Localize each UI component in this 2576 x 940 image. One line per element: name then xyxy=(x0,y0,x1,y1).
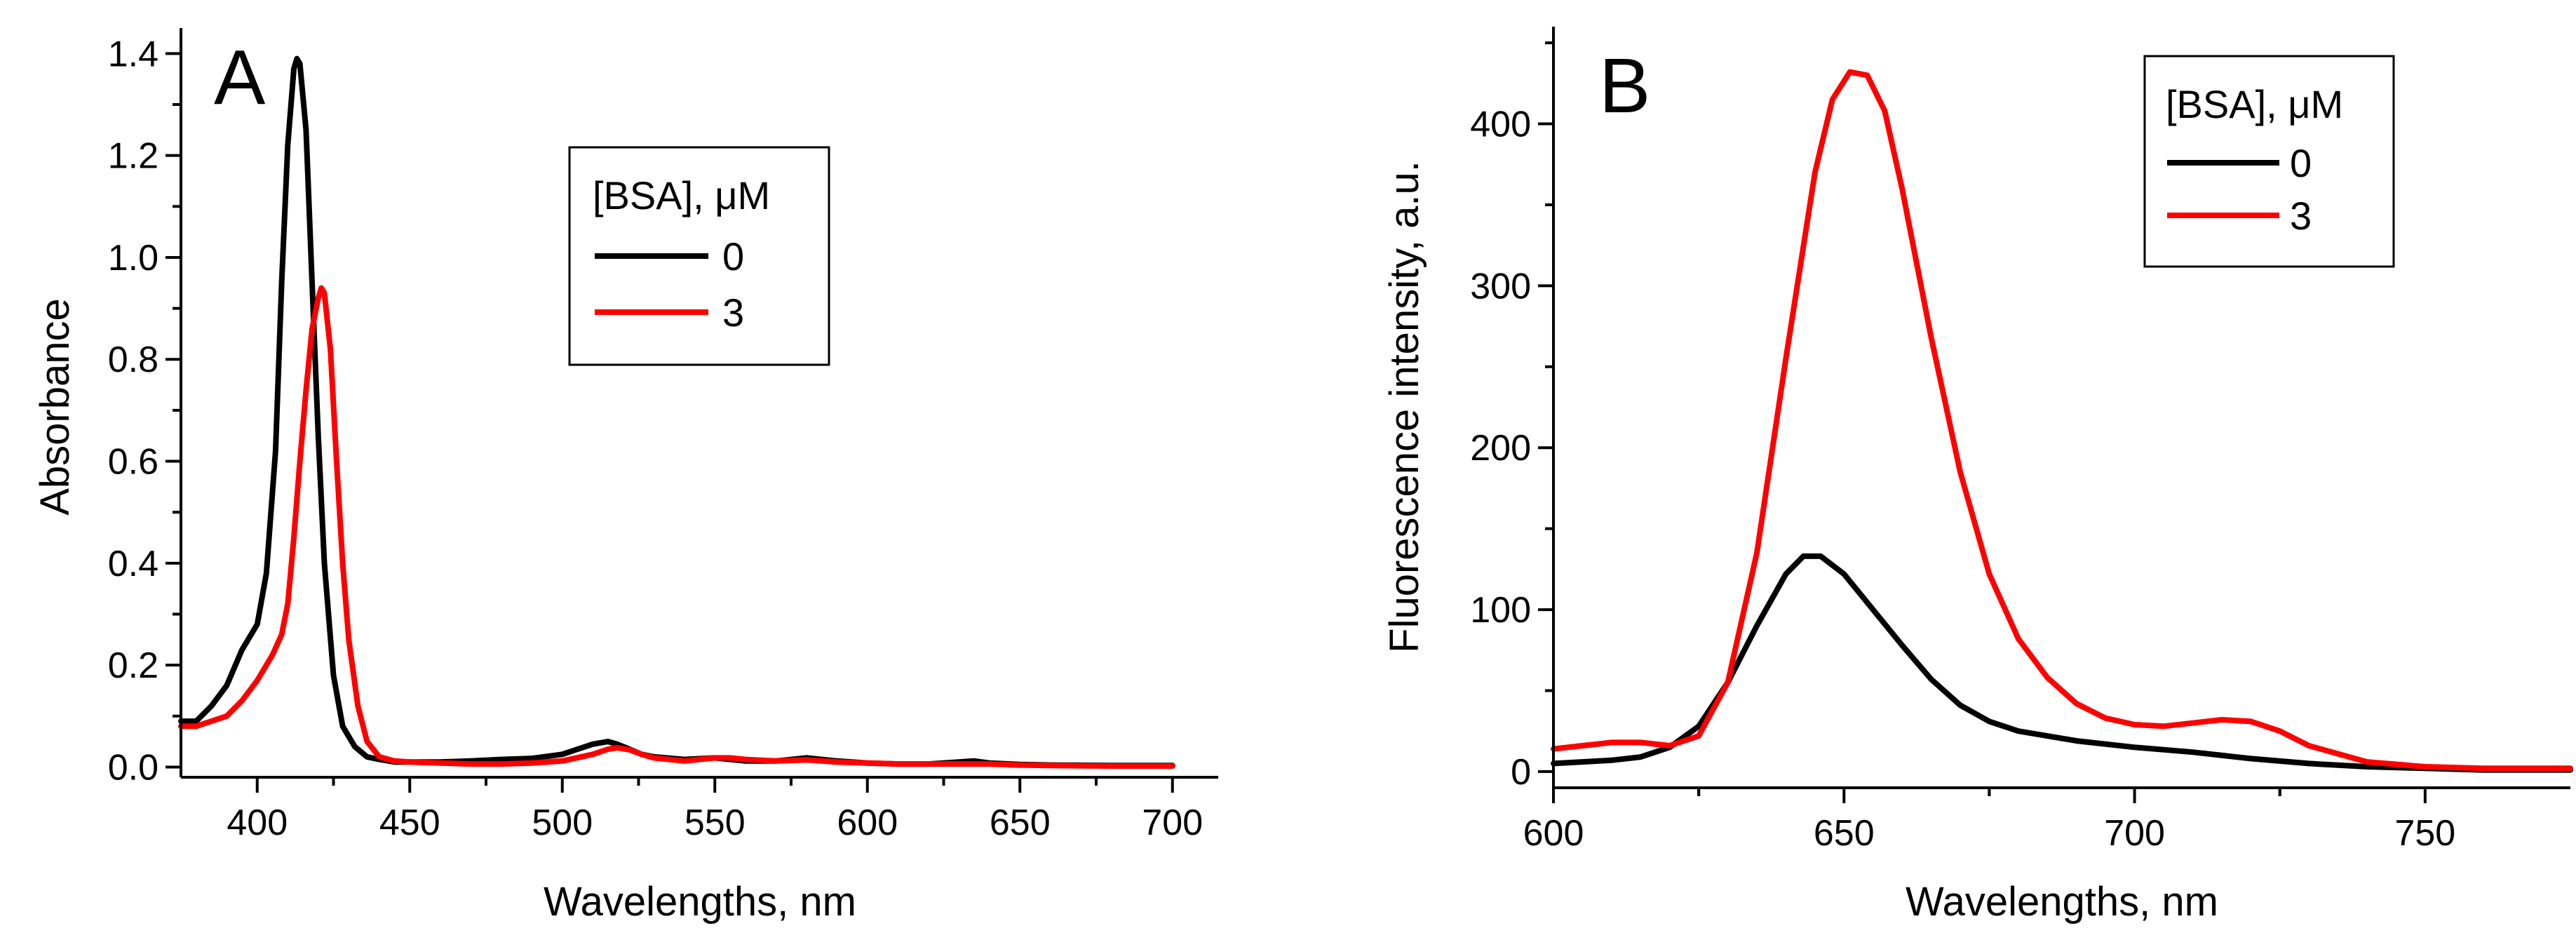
panel-b-legend-label-1: 3 xyxy=(2290,194,2312,238)
panel-a-x-tick-label: 700 xyxy=(1142,803,1203,843)
panel-a-x-axis-label: Wavelengths, nm xyxy=(544,879,856,925)
panel-b-axes xyxy=(1552,27,2570,789)
panel-a-chart: A 400 450 500 550 600 650 700 0.0 0.2 0.4 0.6 0.8 1… xyxy=(32,28,1218,925)
panel-b-legend-title: [BSA], μM xyxy=(2166,82,2343,126)
panel-b-y-ticks: 0 100 200 300 400 xyxy=(1470,41,1553,793)
panel-a-y-tick-label: 1.0 xyxy=(108,238,159,278)
panel-a-y-tick-label: 0.8 xyxy=(108,340,159,380)
panel-a-x-tick-label: 650 xyxy=(990,803,1051,843)
panel-a-y-tick-label: 0.0 xyxy=(108,747,159,788)
panel-a-x-ticks: 400 450 500 550 600 650 700 xyxy=(227,777,1203,843)
panel-b-letter: B xyxy=(1599,43,1650,129)
panel-a-x-tick-label: 600 xyxy=(837,803,898,843)
panel-b-series-3-line xyxy=(1551,69,2573,772)
panel-b-x-tick-label: 750 xyxy=(2394,813,2455,854)
panel-b-x-axis-label: Wavelengths, nm xyxy=(1906,879,2218,925)
panel-a-x-tick-label: 400 xyxy=(227,803,288,843)
panel-b-y-tick-label: 400 xyxy=(1470,105,1531,145)
panel-a-series-3-line xyxy=(178,285,1175,769)
panel-b-chart: B 600 650 700 750 0 100 200 300 400 Wavelengths… xyxy=(1382,27,2573,925)
panel-b-series-group xyxy=(1551,69,2573,773)
panel-a-x-tick-label: 450 xyxy=(379,803,440,843)
panel-b-y-tick-label: 200 xyxy=(1470,428,1531,469)
panel-a-axes xyxy=(180,28,1218,779)
panel-b-y-tick-label: 0 xyxy=(1511,752,1531,793)
panel-b-y-tick-label: 100 xyxy=(1470,590,1531,631)
panel-b-y-axis-label: Fluorescence intensity, a.u. xyxy=(1382,161,1427,653)
panel-a-letter: A xyxy=(214,34,266,121)
panel-a-legend-label-0: 0 xyxy=(722,234,744,278)
panel-a-y-tick-label: 1.2 xyxy=(108,136,159,177)
panel-a-legend-title: [BSA], μM xyxy=(593,173,770,217)
panel-b-x-tick-label: 650 xyxy=(1814,813,1875,854)
panel-a-y-tick-label: 0.4 xyxy=(108,544,159,584)
panel-a-legend-label-1: 3 xyxy=(722,290,744,335)
panel-b-series-0-line xyxy=(1551,553,2573,773)
panel-b-legend: [BSA], μM 0 3 xyxy=(2143,55,2395,268)
panel-a-x-tick-label: 500 xyxy=(532,803,593,843)
panel-b-y-tick-label: 300 xyxy=(1470,266,1531,307)
panel-a-y-axis-label: Absorbance xyxy=(32,298,78,516)
panel-a-series-group xyxy=(178,55,1175,769)
panel-a-y-tick-label: 1.4 xyxy=(108,34,159,74)
panel-b-x-ticks: 600 650 700 750 xyxy=(1523,788,2455,854)
panel-b-legend-label-0: 0 xyxy=(2290,141,2312,185)
panel-b-x-tick-label: 600 xyxy=(1523,813,1584,854)
panel-a-legend: [BSA], μM 0 3 xyxy=(568,146,830,366)
panel-a-y-tick-label: 0.6 xyxy=(108,442,159,483)
panel-a-x-tick-label: 550 xyxy=(685,803,746,843)
panel-a-y-ticks: 0.0 0.2 0.4 0.6 0.8 1.0 1.2 1.4 xyxy=(108,34,181,788)
panel-a-y-tick-label: 0.2 xyxy=(108,645,159,686)
panel-b-x-tick-label: 700 xyxy=(2104,813,2165,854)
